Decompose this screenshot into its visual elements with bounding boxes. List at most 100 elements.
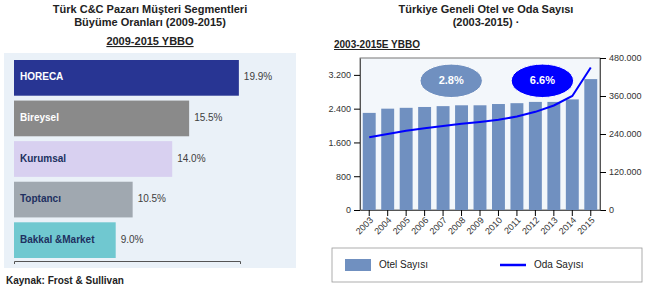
bar <box>455 105 468 210</box>
subtitle: 2003-2015E YBBO <box>334 39 420 50</box>
tick: 2010 <box>483 210 504 236</box>
bar <box>14 141 172 177</box>
tick-label: 2006 <box>409 215 430 236</box>
tick-mark <box>516 210 517 216</box>
tick-label: 3.200 <box>328 70 351 80</box>
tick-mark <box>480 210 481 216</box>
tick: 2006 <box>409 210 430 236</box>
tick: 1.600 <box>328 138 360 148</box>
tick-label: 2003 <box>354 215 375 236</box>
category-label: Toptancı <box>20 193 61 204</box>
tick: 360.000 <box>600 91 642 101</box>
axis-domain <box>360 59 361 211</box>
legend-swatch <box>345 259 371 271</box>
tick-label: 2014 <box>557 215 578 236</box>
bar <box>418 107 431 210</box>
axis: 0 120.000 240.000 360.000 480.000 <box>600 53 642 215</box>
tick-mark <box>406 210 407 216</box>
bar-texts: HORECABireyselKurumsalToptancıBakkal &Ma… <box>20 71 272 244</box>
tick-label: 0 <box>609 205 614 215</box>
bar <box>566 99 579 210</box>
tick-mark <box>600 96 606 97</box>
data-label: 19.9% <box>244 71 272 82</box>
tick-label: 2015 <box>575 215 596 236</box>
tick-mark <box>354 210 360 211</box>
legend-entry: Oda Sayısı <box>534 259 583 270</box>
data-label: 15.5% <box>194 112 222 123</box>
panel-background <box>4 53 296 268</box>
right-chart: Türkiye Geneli Otel ve Oda Sayısı(2003-2… <box>328 3 642 282</box>
bar <box>400 108 413 210</box>
tick-mark <box>354 142 360 143</box>
tick-label: 240.000 <box>609 129 642 139</box>
annotation-bubble <box>511 64 573 97</box>
tick-label: 2007 <box>428 215 449 236</box>
tick-label: 1.600 <box>328 138 351 148</box>
figure: Türk C&C Pazarı Müşteri SegmentleriBüyüm… <box>0 0 653 291</box>
title: Türkiye Geneli Otel ve Oda Sayısı(2003-2… <box>399 3 574 28</box>
bar <box>14 182 133 218</box>
tick: 120.000 <box>600 167 642 177</box>
title-line: (2003-2015) · <box>453 16 520 28</box>
tick-mark <box>572 210 573 216</box>
tick-label: 2010 <box>483 215 504 236</box>
tick-mark <box>553 210 554 216</box>
tick: 800 <box>336 172 360 182</box>
bar <box>14 222 116 258</box>
category-label: Bakkal &Market <box>20 234 95 245</box>
legend-entry: Otel Sayısı <box>379 259 428 270</box>
tick: 2013 <box>538 210 559 236</box>
tick-label: 2011 <box>502 215 523 236</box>
bars <box>14 60 239 258</box>
tick: 2003 <box>354 210 375 236</box>
tick: 2005 <box>391 210 412 236</box>
title: Türk C&C Pazarı Müşteri SegmentleriBüyüm… <box>53 3 247 28</box>
annotation: 2.8% <box>439 74 464 86</box>
bar <box>363 113 376 210</box>
bar <box>510 103 523 210</box>
title-line: Türkiye Geneli Otel ve Oda Sayısı <box>399 3 574 15</box>
tick-mark <box>600 134 606 135</box>
tick-mark <box>535 210 536 216</box>
tick: 2011 <box>502 210 523 236</box>
tick: 0 <box>600 205 614 215</box>
tick-mark <box>600 210 606 211</box>
annotation: 6.6% <box>530 74 555 86</box>
tick-mark <box>387 210 388 216</box>
tick-mark <box>424 210 425 216</box>
tick: 2008 <box>446 210 467 236</box>
tick-label: 2008 <box>446 215 467 236</box>
tick-label: 2004 <box>372 215 393 236</box>
tick-mark <box>354 176 360 177</box>
tick-mark <box>354 75 360 76</box>
tick: 240.000 <box>600 129 642 139</box>
axis: 2003200420052006200720082009201020112012… <box>354 210 601 236</box>
bar <box>584 79 597 210</box>
tick: 480.000 <box>600 53 642 63</box>
legend-swatch <box>500 264 526 267</box>
tick-label: 120.000 <box>609 167 642 177</box>
tick-label: 480.000 <box>609 53 642 63</box>
tick-label: 0 <box>346 205 351 215</box>
tick-mark <box>498 210 499 216</box>
tick: 2015 <box>575 210 596 236</box>
tick-mark <box>461 210 462 216</box>
bar <box>14 60 239 96</box>
annotation: Kaynak: Frost & Sullivan <box>6 275 124 286</box>
tick-label: 2013 <box>538 215 559 236</box>
bar <box>437 106 450 210</box>
data-label: 10.5% <box>138 193 166 204</box>
tick: 3.200 <box>328 70 360 80</box>
left-chart: Türk C&C Pazarı Müşteri SegmentleriBüyüm… <box>4 3 296 286</box>
axis-domain <box>15 262 241 265</box>
axis: 08001.6002.4003.200 <box>328 59 360 216</box>
tick-label: 2005 <box>391 215 412 236</box>
tick-label: 360.000 <box>609 91 642 101</box>
title-line: Türk C&C Pazarı Müşteri Segmentleri <box>53 3 247 15</box>
tick-mark <box>354 109 360 110</box>
bar <box>529 102 542 210</box>
subtitle: 2009-2015 YBBO <box>106 35 194 47</box>
tick: 2007 <box>428 210 449 236</box>
data-label: 14.0% <box>177 153 205 164</box>
tick-label: 2012 <box>520 215 541 236</box>
